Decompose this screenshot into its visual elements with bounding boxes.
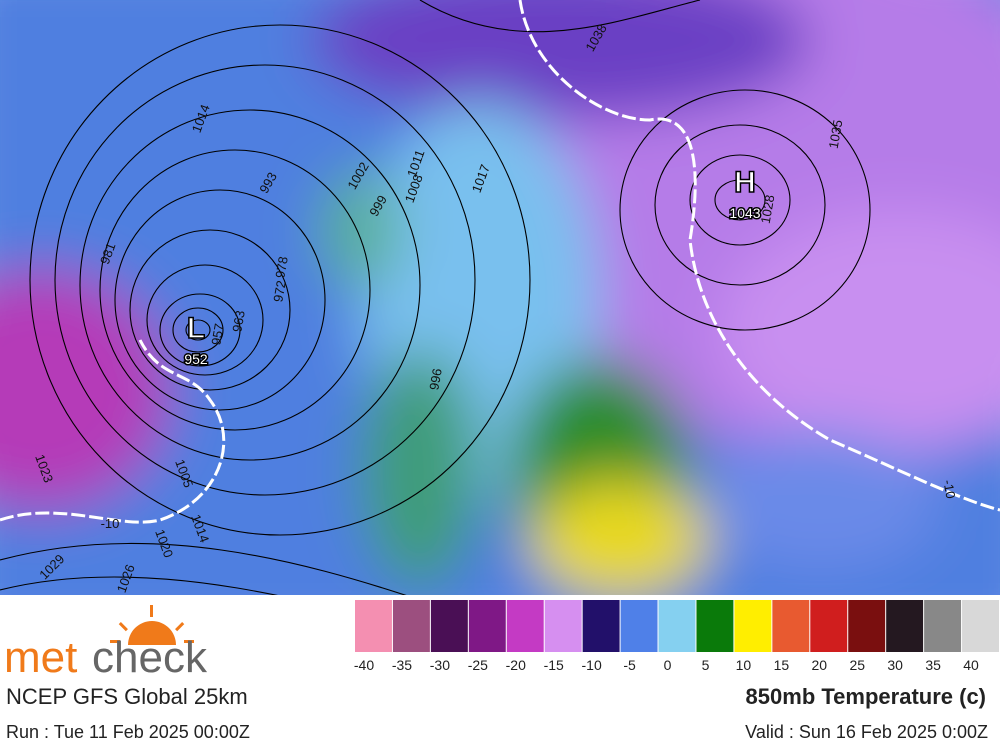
legend-swatch (696, 600, 734, 652)
legend-swatch (544, 600, 582, 652)
legend-swatch (734, 600, 772, 652)
legend-tick: -35 (392, 657, 412, 673)
isobar-label: -10 (940, 479, 958, 500)
legend-swatch (468, 600, 506, 652)
legend-swatch (582, 600, 620, 652)
logo: met check (4, 605, 208, 682)
isobar-label: 981 (97, 241, 119, 267)
legend-swatch (772, 600, 810, 652)
legend-swatch (810, 600, 848, 652)
isobar-label: 1028 (758, 194, 778, 225)
logo-sun (110, 605, 194, 645)
legend-tick: 0 (664, 657, 672, 673)
high-symbol: H (734, 166, 756, 199)
legend-tick: 5 (702, 657, 710, 673)
legend-tick: -15 (544, 657, 564, 673)
legend-swatch (392, 600, 430, 652)
isobar-label: 1035 (826, 119, 846, 150)
valid-time: Valid : Sun 16 Feb 2025 0:00Z (745, 722, 988, 742)
low-symbol: L (187, 312, 205, 345)
legend-swatch (848, 600, 886, 652)
isobar-label: 996 (426, 367, 445, 391)
low-value: 952 (184, 351, 208, 367)
legend-tick: 35 (925, 657, 941, 673)
legend-tick: 10 (736, 657, 752, 673)
color-legend: -40 -35 -30 -25 -20 -15 -10 -5 0 5 10 15 20 25 30 35 40 (354, 600, 999, 673)
run-time: Run : Tue 11 Feb 2025 00:00Z (6, 722, 250, 742)
logo-met: met (4, 633, 77, 682)
isobar-label: 963 (229, 309, 248, 333)
legend-swatch (924, 600, 962, 652)
isobar-label: 972 (270, 279, 289, 303)
isobar-label: 978 (272, 255, 291, 279)
isobar-label: -10 (101, 516, 120, 531)
legend-swatch (962, 600, 999, 652)
isobars (0, 0, 871, 595)
legend-tick: -20 (506, 657, 526, 673)
legend-tick: -25 (468, 657, 488, 673)
legend-tick: 20 (812, 657, 828, 673)
legend-swatch (430, 600, 468, 652)
legend-swatch (620, 600, 658, 652)
legend-tick: 30 (887, 657, 903, 673)
model-name: NCEP GFS Global 25km (6, 684, 248, 709)
legend-swatch (506, 600, 544, 652)
legend-swatch (886, 600, 924, 652)
legend-swatch (355, 600, 392, 652)
title: 850mb Temperature (c) (745, 684, 986, 709)
legend-tick: -10 (582, 657, 602, 673)
legend-tick: -30 (430, 657, 450, 673)
legend-tick: 40 (963, 657, 979, 673)
legend-swatch (658, 600, 696, 652)
legend-tick: -5 (623, 657, 636, 673)
isobar-label: 957 (208, 322, 227, 346)
legend-tick: -40 (354, 657, 374, 673)
legend-tick: 25 (849, 657, 865, 673)
logo-check: check (92, 633, 208, 682)
legend-tick: 15 (774, 657, 790, 673)
isotherm-minus10 (0, 0, 1000, 522)
temperature-field (0, 0, 1000, 595)
high-value: 1043 (729, 205, 760, 221)
